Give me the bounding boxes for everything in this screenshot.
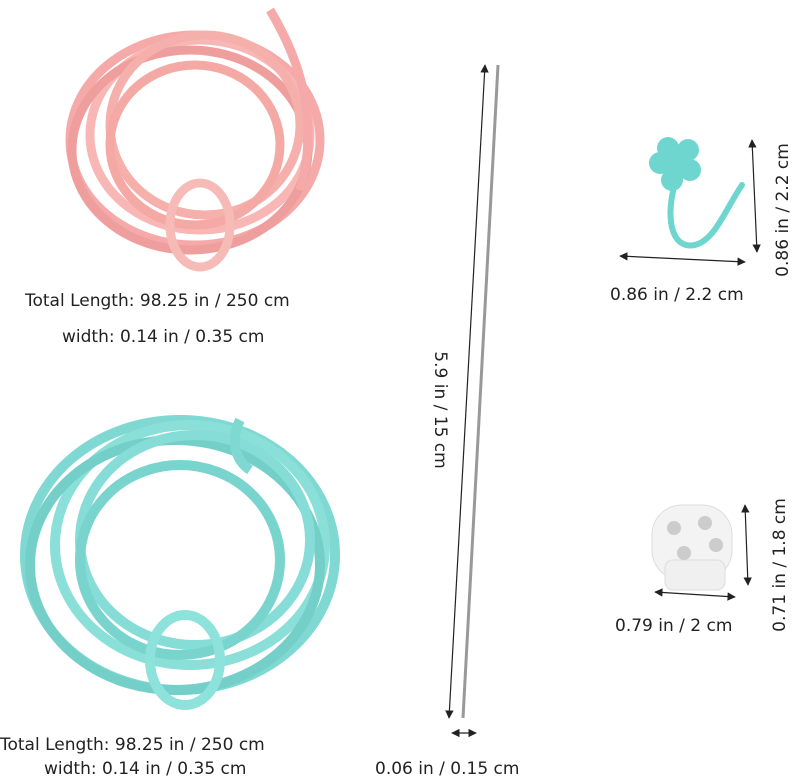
marker-width: 0.86 in / 2.2 cm xyxy=(610,285,744,305)
needle-length: 5.9 in / 15 cm xyxy=(430,351,450,468)
marker-height: 0.86 in / 2.2 cm xyxy=(773,143,793,277)
pink-width: width: 0.14 in / 0.35 cm xyxy=(62,327,264,347)
lock-height-arrow xyxy=(741,504,752,586)
lock-height: 0.71 in / 1.8 cm xyxy=(770,498,790,632)
needle-width: 0.06 in / 0.15 cm xyxy=(375,759,519,779)
blue-cord xyxy=(20,415,340,710)
cord-lock xyxy=(651,504,733,591)
marker-width-arrow xyxy=(619,252,746,266)
pink-cord xyxy=(65,7,325,272)
blue-length: Total Length: 98.25 in / 250 cm xyxy=(0,735,265,755)
lock-width-arrow xyxy=(654,588,736,601)
needle xyxy=(461,64,500,719)
blue-width: width: 0.14 in / 0.35 cm xyxy=(44,759,246,779)
needle-length-arrow xyxy=(445,64,489,719)
marker-height-arrow xyxy=(748,139,761,253)
pink-length: Total Length: 98.25 in / 250 cm xyxy=(24,291,290,311)
lock-width: 0.79 in / 2 cm xyxy=(615,616,732,636)
stitch-marker xyxy=(649,137,745,249)
